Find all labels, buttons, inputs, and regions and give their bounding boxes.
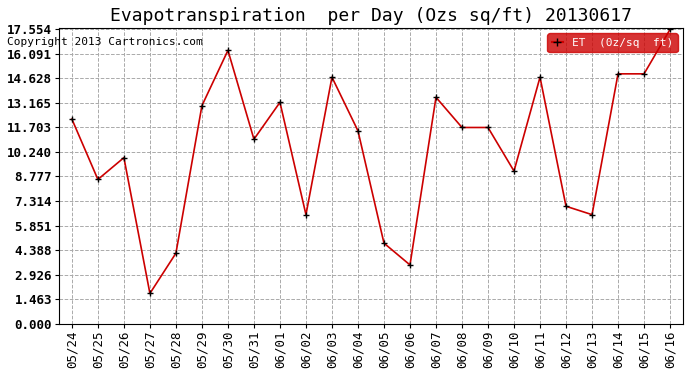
Legend: ET  (0z/sq  ft): ET (0z/sq ft) (547, 33, 678, 53)
Title: Evapotranspiration  per Day (Ozs sq/ft) 20130617: Evapotranspiration per Day (Ozs sq/ft) 2… (110, 7, 632, 25)
Text: Copyright 2013 Cartronics.com: Copyright 2013 Cartronics.com (7, 37, 203, 47)
